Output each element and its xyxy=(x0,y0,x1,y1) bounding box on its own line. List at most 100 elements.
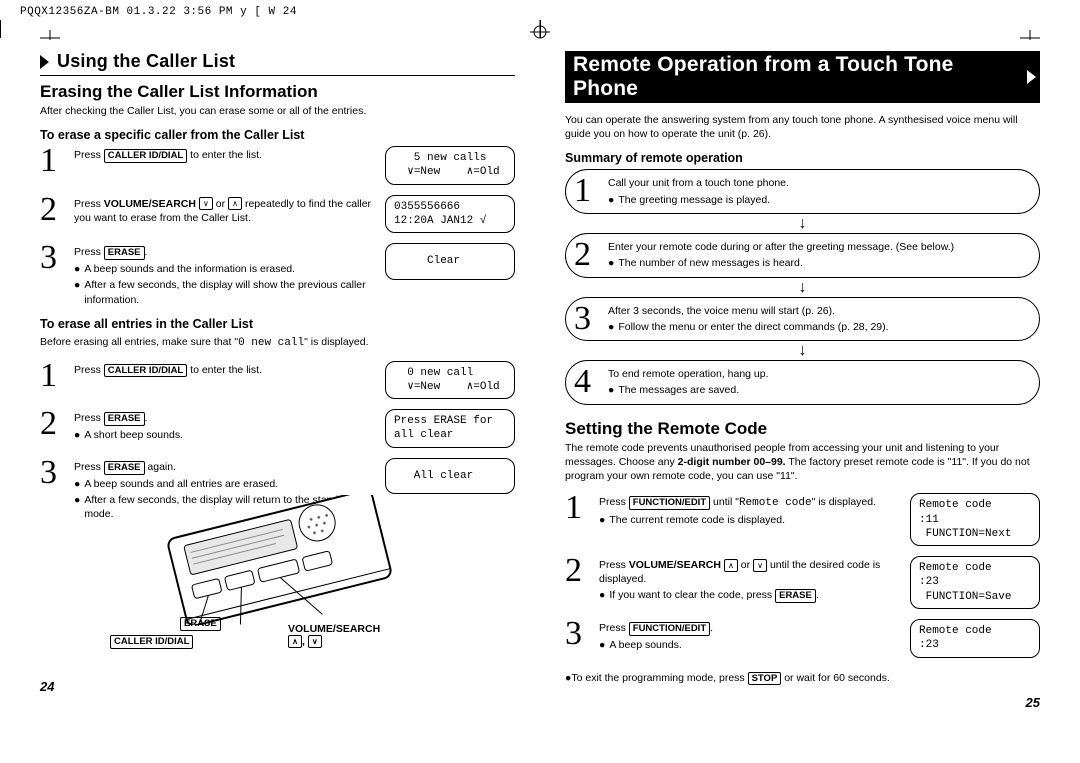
lcd-display: 0 new call ∨=New ∧=Old xyxy=(385,361,515,400)
text: To exit the programming mode, press xyxy=(571,672,747,684)
caller-id-dial-button: CALLER ID/DIAL xyxy=(104,364,187,378)
lcd-display: All clear xyxy=(385,458,515,494)
step-body: Press CALLER ID/DIAL to enter the list. xyxy=(74,361,375,378)
lcd-line: FUNCTION=Next xyxy=(919,528,1011,540)
lcd-line: FUNCTION=Save xyxy=(919,591,1011,603)
lcd-line: 5 new calls xyxy=(394,152,486,164)
text: Call your unit from a touch tone phone. xyxy=(608,177,789,189)
step-body: Press VOLUME/SEARCH ∨ or ∧ repeatedly to… xyxy=(74,195,375,225)
left-section-header: Using the Caller List xyxy=(40,51,515,76)
summary-step2: 2 Enter your remote code during or after… xyxy=(565,233,1040,278)
step-number: 2 xyxy=(40,195,64,226)
left-h2: Erasing the Caller List Information xyxy=(40,82,515,102)
step-number: 3 xyxy=(574,302,598,335)
bullet-text: A beep sounds and all entries are erased… xyxy=(84,477,278,491)
text: . xyxy=(816,589,819,601)
erase-label: ERASE xyxy=(180,617,221,631)
bullet-text: The number of new messages is heard. xyxy=(618,256,802,270)
lcd-line: 12:20A JAN12 √ xyxy=(394,215,486,227)
text: until " xyxy=(710,496,739,508)
bullet-text: The messages are saved. xyxy=(618,383,739,397)
lcd-line: :23 xyxy=(919,576,939,588)
text: Press xyxy=(74,198,104,210)
mono-text: Remote code xyxy=(739,497,812,509)
code-step3: 3 Press FUNCTION/EDIT. ●A beep sounds. R… xyxy=(565,619,1040,664)
bullet-text: If you want to clear the code, press ERA… xyxy=(609,588,818,603)
step-number: 1 xyxy=(40,361,64,392)
text: Press xyxy=(74,364,104,376)
pointer-icon xyxy=(1027,70,1036,84)
lcd-col: Remote code :23 FUNCTION=Save xyxy=(910,556,1040,615)
lcd-col: 0355556666 12:20A JAN12 √ xyxy=(385,195,515,240)
step-body: Press CALLER ID/DIAL to enter the list. xyxy=(74,146,375,163)
stop-button: STOP xyxy=(748,672,782,686)
code-step2: 2 Press VOLUME/SEARCH ∧ or ∨ until the d… xyxy=(565,556,1040,615)
volume-search-label: VOLUME/SEARCH xyxy=(288,623,380,635)
lcd-line: ∨=New ∧=Old xyxy=(394,166,500,178)
lcd-display: Remote code :11 FUNCTION=Next xyxy=(910,493,1040,546)
text: " is displayed. xyxy=(304,336,368,348)
callout-erase: ERASE xyxy=(180,617,221,631)
text-bold: VOLUME/SEARCH xyxy=(104,198,196,210)
page-number-left: 24 xyxy=(40,679,515,694)
step-number: 1 xyxy=(565,493,589,524)
step-number: 1 xyxy=(40,146,64,177)
text-bold: VOLUME/SEARCH xyxy=(629,559,721,571)
text: Press xyxy=(74,149,104,161)
crop-marks xyxy=(0,20,1080,41)
lcd-col: Remote code :23 xyxy=(910,619,1040,664)
summary-step3: 3 After 3 seconds, the voice menu will s… xyxy=(565,297,1040,342)
lcd-line: Remote code xyxy=(919,562,992,574)
step-number: 3 xyxy=(40,458,64,489)
step-body: To end remote operation, hang up. ●The m… xyxy=(608,365,1025,397)
lcd-display: Remote code :23 FUNCTION=Save xyxy=(910,556,1040,609)
sectionB-step1: 1 Press CALLER ID/DIAL to enter the list… xyxy=(40,361,515,406)
callout-caller: CALLER ID/DIAL xyxy=(110,635,193,649)
text: " is displayed. xyxy=(812,496,876,508)
down-arrow-icon: ∨ xyxy=(308,635,322,648)
text-bold: 2-digit number 00–99. xyxy=(678,456,786,468)
step-body: Press FUNCTION/EDIT until "Remote code" … xyxy=(599,493,900,527)
text: Before erasing all entries, make sure th… xyxy=(40,336,238,348)
step-body: Enter your remote code during or after t… xyxy=(608,238,1025,270)
erase-button: ERASE xyxy=(775,589,816,603)
step-body: Press VOLUME/SEARCH ∧ or ∨ until the des… xyxy=(599,556,900,603)
down-arrow-icon: ∨ xyxy=(199,197,213,210)
text: Press xyxy=(599,622,629,634)
lcd-display: Clear xyxy=(385,243,515,279)
sectionA-step1: 1 Press CALLER ID/DIAL to enter the list… xyxy=(40,146,515,191)
lcd-line: 0 new call xyxy=(394,367,473,379)
text: to enter the list. xyxy=(187,149,262,161)
lcd-display: 0355556666 12:20A JAN12 √ xyxy=(385,195,515,234)
lcd-line: :23 xyxy=(919,639,939,651)
summary-step1: 1 Call your unit from a touch tone phone… xyxy=(565,169,1040,214)
text: again. xyxy=(145,461,177,473)
down-arrow-icon: ↓ xyxy=(565,343,1040,359)
lcd-line: :11 xyxy=(919,514,939,526)
summary-h3: Summary of remote operation xyxy=(565,151,1040,165)
bullet-text: After a few seconds, the display will sh… xyxy=(84,278,375,306)
pointer-icon xyxy=(40,55,49,69)
lcd-col: Remote code :11 FUNCTION=Next xyxy=(910,493,1040,552)
lcd-display: 5 new calls ∨=New ∧=Old xyxy=(385,146,515,185)
down-arrow-icon: ↓ xyxy=(565,280,1040,296)
lcd-col: 5 new calls ∨=New ∧=Old xyxy=(385,146,515,191)
sectionA-h3: To erase a specific caller from the Call… xyxy=(40,128,515,142)
step-body: Press FUNCTION/EDIT. ●A beep sounds. xyxy=(599,619,900,652)
bullet-text: Follow the menu or enter the direct comm… xyxy=(618,320,888,334)
code-intro: The remote code prevents unauthorised pe… xyxy=(565,441,1040,484)
step-body: After 3 seconds, the voice menu will sta… xyxy=(608,302,1025,334)
lcd-display: Press ERASE for all clear xyxy=(385,409,515,448)
text: Enter your remote code during or after t… xyxy=(608,241,954,253)
step-body: Press ERASE. ●A short beep sounds. xyxy=(74,409,375,442)
text: or wait for 60 seconds. xyxy=(781,672,890,684)
step-number: 1 xyxy=(574,174,598,207)
mono-text: 0 new call xyxy=(238,337,304,349)
up-arrow-icon: ∧ xyxy=(228,197,242,210)
text: If you want to clear the code, press xyxy=(609,589,775,601)
step-body: Call your unit from a touch tone phone. … xyxy=(608,174,1025,206)
sectionB-intro: Before erasing all entries, make sure th… xyxy=(40,335,515,351)
up-arrow-icon: ∧ xyxy=(288,635,302,648)
text: . xyxy=(145,412,148,424)
step-number: 3 xyxy=(40,243,64,274)
